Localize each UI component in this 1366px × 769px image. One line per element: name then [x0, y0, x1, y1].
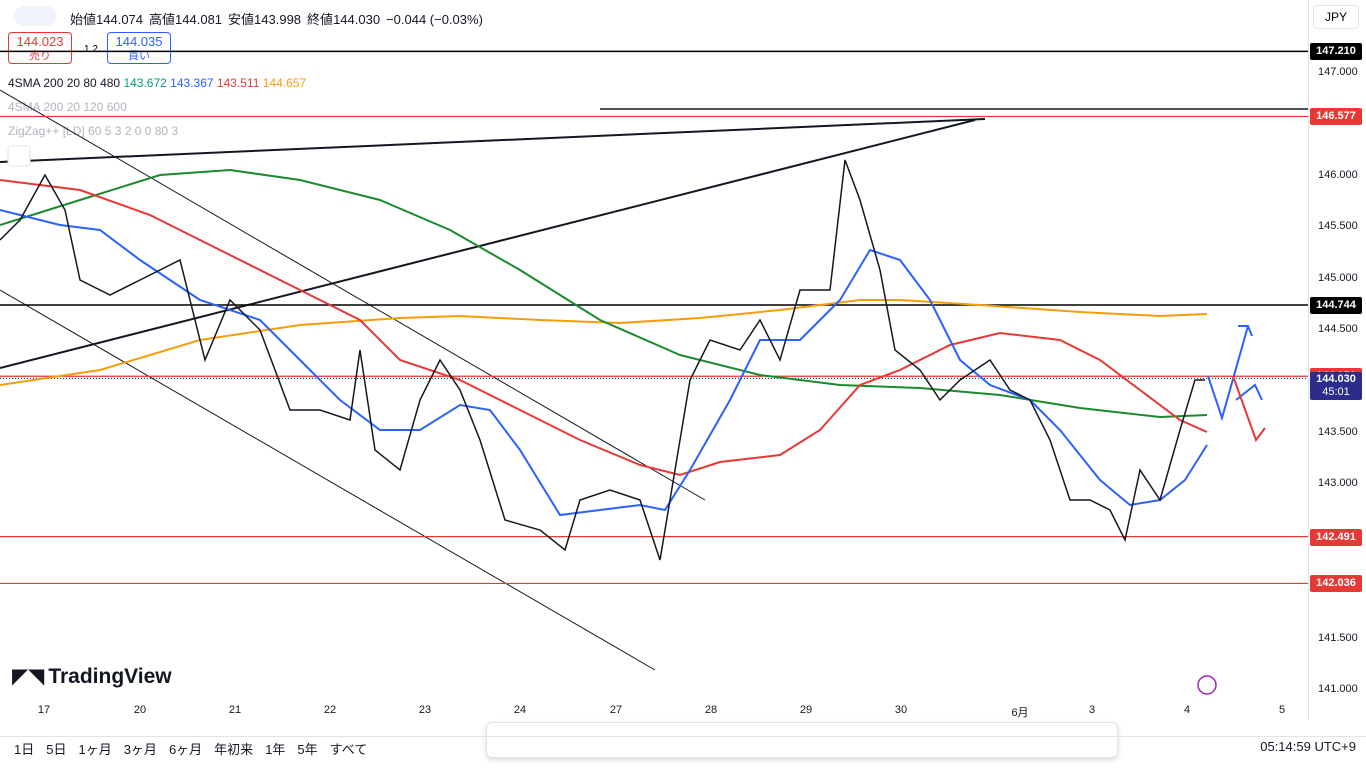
ohlc-label: 安値 — [228, 12, 255, 27]
ohlc-label: 終値 — [307, 12, 334, 27]
price-tick: 146.000 — [1318, 168, 1358, 181]
sma-green — [0, 168, 1208, 419]
buy-button[interactable]: 144.035 買い — [107, 32, 171, 64]
indicator-2[interactable]: 4SMA 200 20 120 600 — [8, 100, 127, 114]
collapse-button[interactable] — [7, 145, 31, 167]
level-label: 142.036 — [1310, 575, 1362, 593]
time-label: 23 — [418, 704, 432, 716]
range-button[interactable]: 3ヶ月 — [123, 742, 157, 757]
range-button[interactable]: 5日 — [46, 742, 67, 757]
range-button[interactable]: すべて — [329, 742, 368, 757]
ohlc-field: 安値143.998 — [228, 12, 301, 27]
time-label: 21 — [228, 704, 242, 716]
price-tick: 143.500 — [1318, 425, 1358, 438]
time-label: 5 — [1278, 704, 1286, 716]
price-tick: 144.500 — [1318, 323, 1358, 336]
sell-label: 売り — [29, 50, 51, 62]
ohlc-field: 終値144.030 — [307, 12, 380, 27]
sma-blue — [0, 209, 1208, 517]
forecast-arrow — [1207, 325, 1249, 422]
indicator-3[interactable]: ZigZag++ [LD] 60 5 3 2 0 0 80 3 — [8, 124, 179, 138]
trend-line — [0, 119, 976, 369]
ohlc-value: 144.081 — [175, 12, 223, 27]
time-label: 29 — [799, 704, 813, 716]
time-label: 3 — [1088, 704, 1096, 716]
logo: ◤◥ TradingView — [12, 665, 172, 688]
current-price: 144.030 45:01 — [1310, 372, 1362, 401]
range-button[interactable]: 1ヶ月 — [78, 742, 112, 757]
sma-orange — [0, 299, 1208, 386]
range-button[interactable]: 5年 — [297, 742, 318, 757]
drawing-toolbar[interactable] — [486, 722, 1118, 758]
time-label: 22 — [323, 704, 337, 716]
price-path — [0, 159, 1205, 561]
buy-label: 買い — [128, 50, 150, 62]
range-buttons: 1日 5日 1ヶ月 3ヶ月 6ヶ月 年初来 1年 5年 すべて — [14, 739, 379, 758]
current-price-value: 144.030 — [1316, 373, 1356, 386]
forecast-arrow — [1232, 375, 1266, 443]
indicator-value: 143.672 — [123, 76, 167, 90]
sell-button[interactable]: 144.023 売り — [8, 32, 72, 64]
forecast-arrow — [1238, 325, 1253, 337]
ohlc-value: 144.074 — [96, 12, 144, 27]
status-pill[interactable] — [14, 6, 56, 26]
buy-price: 144.035 — [115, 34, 163, 49]
logo-text: TradingView — [48, 665, 172, 688]
range-button[interactable]: 1日 — [14, 742, 35, 757]
footer: 1日 5日 1ヶ月 3ヶ月 6ヶ月 年初来 1年 5年 すべて 05:14:59 UTC+9 — [0, 736, 1366, 769]
sma-red — [0, 179, 1208, 477]
time-label: 4 — [1183, 704, 1191, 716]
clock: 05:14:59 UTC+9 — [1260, 739, 1356, 754]
indicator-value: 143.367 — [170, 76, 214, 90]
level-label: 142.491 — [1310, 528, 1362, 546]
ohlc-value: 143.998 — [254, 12, 302, 27]
ohlc-label: 始値 — [70, 12, 97, 27]
trend-line — [0, 289, 656, 671]
level-label: 147.210 — [1310, 43, 1362, 61]
ohlc-field: 高値144.081 — [149, 12, 222, 27]
price-tick: 141.000 — [1318, 682, 1358, 695]
ohlc-header: 始値144.074 高値144.081 安値143.998 終値144.030 −0.0… — [70, 9, 483, 28]
level-label: 144.744 — [1310, 296, 1362, 314]
sell-price: 144.023 — [16, 34, 64, 49]
range-button[interactable]: 6ヶ月 — [168, 742, 203, 757]
trend-line — [0, 118, 986, 163]
time-label: 17 — [37, 704, 51, 716]
price-tick: 145.500 — [1318, 220, 1358, 233]
time-label: 28 — [704, 704, 718, 716]
ohlc-change: −0.044 (−0.03%) — [386, 12, 483, 27]
ohlc-field: 始値144.074 — [70, 12, 143, 27]
chart — [0, 50, 1308, 695]
level-label: 146.577 — [1310, 108, 1362, 126]
trend-line — [0, 89, 706, 501]
time-label: 6月 — [1011, 707, 1029, 719]
axis-border — [1308, 0, 1309, 720]
indicator-name: 4SMA 200 20 80 480 — [8, 76, 121, 90]
price-tick: 141.500 — [1318, 631, 1358, 644]
price-tick: 145.000 — [1318, 271, 1358, 284]
event-icon[interactable] — [1197, 675, 1217, 695]
price-tick: 143.000 — [1318, 477, 1358, 490]
range-button[interactable]: 年初来 — [214, 742, 254, 757]
indicator-1[interactable]: 4SMA 200 20 80 480 143.672 143.367 143.5… — [8, 76, 306, 90]
indicator-value: 143.511 — [216, 76, 260, 90]
time-label: 27 — [609, 704, 623, 716]
indicator-value: 144.657 — [262, 76, 307, 90]
forecast-arrow — [1235, 383, 1263, 401]
price-tick: 147.000 — [1318, 66, 1358, 78]
spread: 1.2 — [84, 44, 98, 55]
ohlc-value: 144.030 — [333, 12, 381, 27]
time-label: 24 — [513, 704, 527, 716]
range-button[interactable]: 1年 — [265, 742, 286, 757]
time-label: 20 — [133, 704, 147, 716]
ohlc-label: 高値 — [149, 12, 176, 27]
currency[interactable]: JPY — [1313, 5, 1359, 29]
time-label: 30 — [894, 704, 908, 716]
countdown: 45:01 — [1322, 386, 1350, 399]
